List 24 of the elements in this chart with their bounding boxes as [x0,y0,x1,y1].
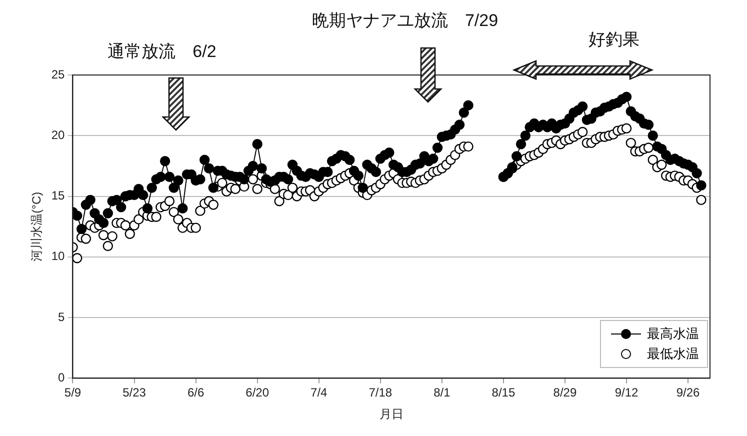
legend-label: 最低水温 [647,345,699,364]
x-tick-label: 6/6 [187,386,204,400]
x-axis-title: 月日 [379,407,404,422]
y-tick-label: 20 [51,128,66,142]
y-axis-title: 河川水温(°C) [30,192,44,262]
x-tick-label: 8/15 [492,386,516,400]
y-tick-label: 25 [51,67,66,82]
y-tick-label: 15 [51,188,66,203]
legend-label: 最高水温 [647,325,699,344]
text: 晩期ヤナアユ放流 7/29 [308,9,502,32]
x-tick-label: 5/23 [122,386,146,400]
x-tick-label: 6/20 [246,386,270,400]
y-tick-label: 0 [58,370,66,385]
x-tick-label: 7/18 [368,386,392,400]
x-tick-label: 8/1 [434,386,451,400]
x-tick-label: 9/26 [676,386,700,400]
text: 好釣果 [584,28,644,51]
text: 通常放流 6/2 [104,40,220,63]
x-tick-label: 9/12 [614,386,638,400]
x-tick-label: 5/9 [64,386,82,400]
y-tick-label: 5 [58,310,66,324]
y-tick-label: 10 [51,249,66,264]
x-tick-label: 7/4 [310,386,328,400]
x-tick-label: 8/29 [553,386,577,400]
